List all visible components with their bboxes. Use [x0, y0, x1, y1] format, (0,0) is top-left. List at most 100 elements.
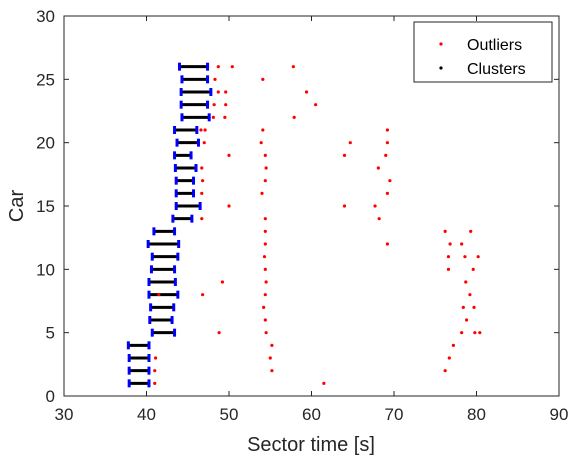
- legend-box: [413, 21, 553, 83]
- outlier-point: [385, 141, 389, 145]
- outlier-point: [261, 77, 265, 81]
- x-tick-label: 90: [550, 405, 569, 424]
- legend: Outliers Clusters: [413, 21, 553, 83]
- outlier-point: [263, 153, 267, 157]
- outlier-point: [461, 305, 465, 309]
- outlier-point: [443, 369, 447, 373]
- y-axis-ticks: 0 5 10 15 20 25 30: [36, 7, 559, 406]
- outlier-point: [216, 65, 220, 69]
- outlier-point: [385, 242, 389, 246]
- outlier-point: [264, 166, 268, 170]
- outlier-point: [376, 166, 380, 170]
- outlier-point: [224, 90, 228, 94]
- clusters-layer: [126, 62, 213, 388]
- legend-marker-clusters: [439, 66, 443, 70]
- outlier-point: [292, 115, 296, 119]
- outlier-point: [314, 103, 318, 107]
- outlier-point: [227, 153, 231, 157]
- outlier-point: [264, 331, 268, 335]
- x-tick-label: 50: [220, 405, 239, 424]
- x-tick-label: 40: [137, 405, 156, 424]
- outlier-point: [473, 331, 477, 335]
- y-tick-label: 25: [36, 70, 55, 89]
- y-tick-label: 15: [36, 197, 55, 216]
- outlier-point: [291, 65, 295, 69]
- outlier-point: [217, 331, 221, 335]
- outlier-point: [213, 77, 217, 81]
- outlier-point: [263, 217, 267, 221]
- outlier-point: [270, 369, 274, 373]
- outlier-point: [377, 217, 381, 221]
- x-tick-label: 80: [467, 405, 486, 424]
- outlier-point: [157, 293, 161, 297]
- x-tick-label: 60: [302, 405, 321, 424]
- legend-marker-outliers: [439, 42, 443, 46]
- outlier-point: [199, 128, 203, 132]
- outlier-point: [460, 242, 464, 246]
- outlier-point: [216, 90, 220, 94]
- outlier-point: [263, 293, 267, 297]
- outlier-point: [262, 305, 266, 309]
- outlier-point: [268, 356, 272, 360]
- outlier-point: [227, 204, 231, 208]
- outlier-point: [342, 204, 347, 208]
- outlier-point: [223, 115, 227, 119]
- legend-label-clusters: Clusters: [467, 61, 526, 78]
- outlier-point: [220, 280, 224, 284]
- x-axis-label: Sector time [s]: [247, 434, 375, 456]
- outlier-point: [201, 293, 205, 297]
- y-axis-label: Car: [6, 190, 28, 223]
- y-tick-label: 0: [46, 387, 55, 406]
- outlier-point: [263, 242, 267, 246]
- outlier-point: [465, 318, 469, 322]
- outlier-point: [464, 280, 468, 284]
- outlier-point: [212, 103, 216, 107]
- y-tick-label: 30: [36, 7, 55, 26]
- outlier-point: [451, 343, 455, 347]
- y-tick-label: 10: [36, 260, 55, 279]
- outlier-point: [263, 318, 267, 322]
- outlier-point: [153, 381, 157, 385]
- x-axis-ticks: 30 40 50 60 70 80 90: [55, 16, 569, 424]
- outlier-point: [201, 179, 205, 183]
- outlier-point: [388, 179, 392, 183]
- outlier-point: [263, 179, 267, 183]
- outlier-point: [260, 191, 264, 195]
- outlier-point: [476, 255, 480, 259]
- outlier-point: [471, 267, 475, 271]
- outlier-point: [153, 369, 157, 373]
- outlier-point: [304, 90, 309, 94]
- outlier-point: [211, 115, 215, 119]
- outlier-point: [263, 267, 267, 271]
- outlier-point: [463, 255, 467, 259]
- outlier-point: [264, 280, 268, 284]
- outlier-point: [448, 242, 452, 246]
- outlier-point: [443, 229, 447, 233]
- outlier-point: [270, 343, 274, 347]
- outlier-point: [200, 191, 204, 195]
- outlier-point: [263, 229, 267, 233]
- outlier-point: [322, 381, 326, 385]
- outlier-point: [373, 204, 377, 208]
- outlier-point: [446, 255, 451, 259]
- outlier-point: [469, 229, 473, 233]
- outlier-point: [262, 255, 267, 259]
- outlier-point: [342, 153, 347, 157]
- outlier-point: [468, 293, 472, 297]
- outlier-point: [153, 356, 158, 360]
- outlier-point: [472, 305, 476, 309]
- outlier-point: [385, 128, 389, 132]
- x-tick-label: 30: [55, 405, 74, 424]
- outlier-point: [200, 217, 204, 221]
- y-tick-label: 20: [36, 134, 55, 153]
- outlier-point: [261, 128, 265, 132]
- outlier-point: [259, 141, 263, 145]
- outlier-point: [385, 191, 389, 195]
- outlier-point: [446, 267, 451, 271]
- outlier-point: [203, 128, 207, 132]
- y-tick-label: 5: [46, 324, 55, 343]
- outliers-layer: [153, 65, 482, 385]
- legend-label-outliers: Outliers: [467, 37, 522, 54]
- outlier-point: [478, 331, 482, 335]
